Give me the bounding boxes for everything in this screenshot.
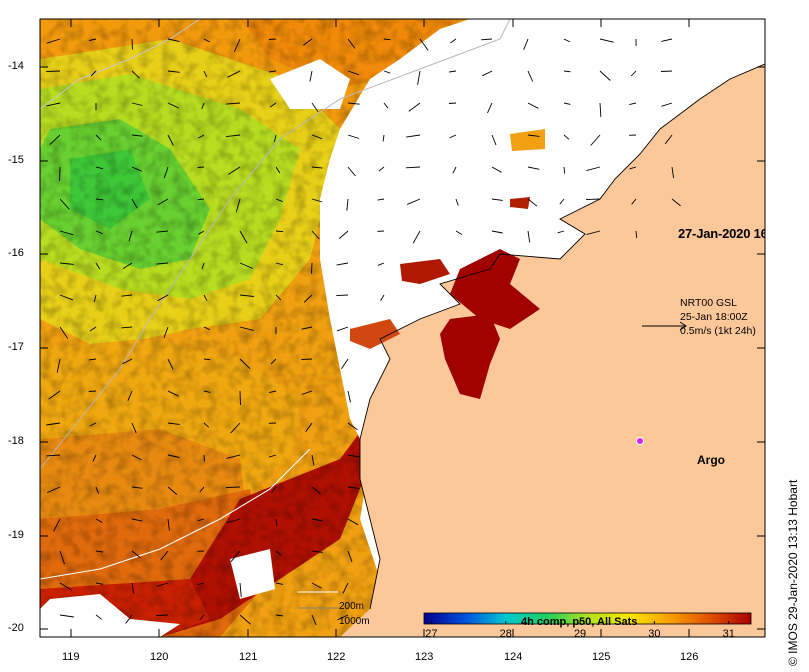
current-arrow	[448, 102, 457, 104]
y-tick-label: -19	[8, 529, 24, 541]
y-tick-label: -18	[8, 435, 24, 447]
map-frame: 27 28 29 30 31 27-Jan-2020 16Z NRT00 GSL 25-…	[40, 19, 765, 637]
y-tick-label: -14	[8, 60, 24, 72]
x-tick-label: 120	[150, 651, 169, 663]
current-arrow	[311, 262, 313, 274]
x-tick-label: 125	[592, 651, 611, 663]
x-tick-label: 119	[62, 651, 80, 663]
y-tick-label: -17	[8, 341, 24, 353]
hot-inner	[510, 197, 530, 209]
isobath-1000-label: 1000m	[339, 616, 370, 627]
x-tick-label: 121	[239, 651, 258, 663]
current-arrow	[203, 454, 205, 462]
source-line-3: 0.5m/s (1kt 24h)	[680, 325, 756, 337]
colorbar-tick-label: 28	[500, 628, 512, 637]
colorbar-tick-label: 30	[648, 628, 660, 637]
current-source-block: NRT00 GSL 25-Jan 18:00Z 0.5m/s (1kt 24h)	[680, 296, 756, 338]
current-arrow	[239, 390, 241, 406]
y-tick-label: -15	[8, 154, 24, 166]
credit-line: © IMOS 29-Jan-2020 13:13 Hobart	[786, 479, 800, 666]
y-tick-label: -20	[8, 622, 24, 634]
colorbar-tick-label: 29	[574, 628, 586, 637]
current-arrow	[131, 38, 133, 50]
colorbar-tick-label: 31	[723, 628, 735, 637]
x-tick-label: 122	[327, 651, 346, 663]
current-arrow	[88, 390, 97, 392]
source-line-2: 25-Jan 18:00Z	[680, 311, 748, 323]
x-tick-label: 126	[680, 651, 699, 663]
isobath-200-label: 200m	[339, 601, 365, 612]
current-arrow	[59, 166, 61, 181]
current-arrow	[225, 486, 241, 489]
x-tick-label: 123	[415, 651, 434, 663]
current-arrow	[156, 614, 169, 616]
current-arrow	[301, 358, 313, 360]
current-arrow	[660, 70, 673, 72]
colorbar-tick-label: 27	[425, 628, 437, 637]
argo-marker	[636, 437, 644, 445]
current-arrow	[585, 198, 601, 201]
sst-map: 27 28 29 30 31	[40, 19, 765, 637]
argo-label: Argo	[697, 453, 725, 467]
current-arrow	[268, 38, 277, 40]
x-tick-label: 124	[504, 651, 523, 663]
colorbar-title: 4h comp, p50, All Sats	[521, 616, 638, 628]
current-arrow	[197, 166, 205, 169]
image-timestamp: 27-Jan-2020 16Z	[678, 226, 765, 241]
source-line-1: NRT00 GSL	[680, 297, 737, 309]
current-arrow	[336, 294, 349, 297]
y-tick-label: -16	[8, 247, 24, 259]
current-arrow	[46, 70, 61, 73]
